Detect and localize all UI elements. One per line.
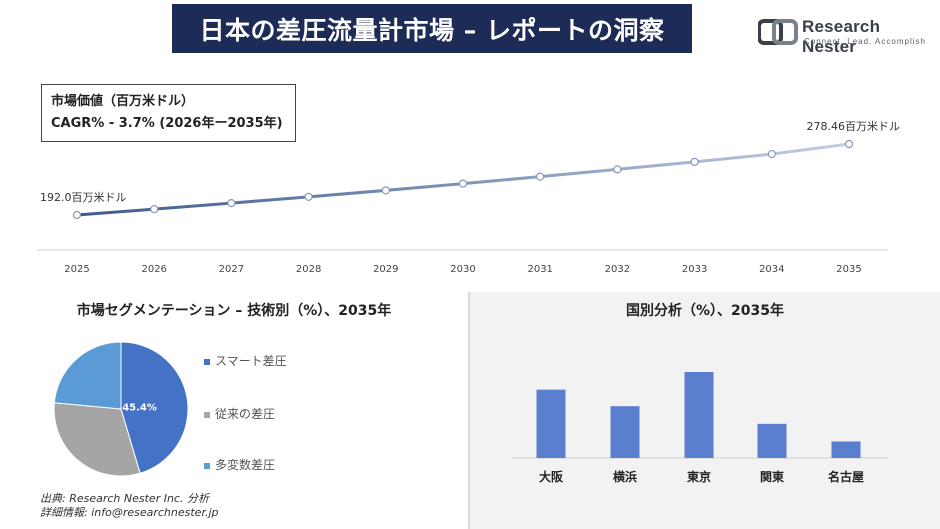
pie-slice-conventional xyxy=(53,402,141,477)
x-tick-2029: 2029 xyxy=(373,264,398,275)
bar-2 xyxy=(684,372,714,458)
bar-label-0: 大阪 xyxy=(539,469,564,484)
data-point-2035 xyxy=(844,139,854,149)
market-info-box: 市場価値（百万米ドル） CAGR% - 3.7% (2026年ー2035年) xyxy=(41,84,296,142)
legend-item-conventional: 従来の差圧 xyxy=(204,405,275,422)
bar-0 xyxy=(536,389,566,458)
x-tick-2034: 2034 xyxy=(759,264,784,275)
x-tick-2035: 2035 xyxy=(836,264,861,275)
panel-divider xyxy=(468,292,470,529)
data-point-2028 xyxy=(304,192,313,201)
market-value-series-line xyxy=(76,142,850,217)
x-tick-2030: 2030 xyxy=(450,264,475,275)
start-value-label: 192.0百万米ドル xyxy=(40,191,127,204)
bar-label-2: 東京 xyxy=(687,469,711,484)
source-line: 出典: Research Nester Inc. 分析 xyxy=(40,492,209,505)
legend-swatch-smart xyxy=(204,358,210,365)
bar-label-3: 関東 xyxy=(760,469,784,484)
legend-label-smart: スマート差圧 xyxy=(215,354,287,368)
legend-swatch-conventional xyxy=(204,411,210,418)
logo-name: Research Nester xyxy=(802,17,881,56)
data-point-2029 xyxy=(381,186,390,195)
source-note: 出典: Research Nester Inc. 分析 詳細情報: info@r… xyxy=(40,492,219,520)
research-nester-logo: Research Nester Connect. Lead. Accomplis… xyxy=(758,16,928,56)
logo-tagline: Connect. Lead. Accomplish xyxy=(804,37,926,46)
bar-label-1: 横浜 xyxy=(613,469,637,484)
segmentation-panel: 市場セグメンテーション – 技術別（%）、2035年 45.4% スマート差圧 … xyxy=(0,292,468,529)
pie-slice-multivariable xyxy=(53,341,122,410)
bar-label-4: 名古屋 xyxy=(828,469,864,484)
country-bar-chart: 大阪 横浜 東京 関東 名古屋 xyxy=(512,372,888,484)
cagr-label: CAGR% - 3.7% (2026年ー2035年) xyxy=(51,116,283,131)
end-value-label: 278.46百万米ドル xyxy=(807,120,901,133)
legend-label-multivariable: 多変数差圧 xyxy=(215,458,276,472)
x-tick-2025: 2025 xyxy=(64,264,89,275)
data-point-2031 xyxy=(536,172,545,181)
x-tick-2028: 2028 xyxy=(296,264,321,275)
x-tick-2026: 2026 xyxy=(141,264,166,275)
market-value-label: 市場価値（百万米ドル） xyxy=(51,94,195,109)
legend-item-multivariable: 多変数差圧 xyxy=(204,456,275,473)
report-title: 日本の差圧流量計市場 – レポートの洞察 xyxy=(172,4,692,53)
legend-swatch-multivariable xyxy=(204,462,210,469)
legend-label-conventional: 従来の差圧 xyxy=(215,407,276,421)
bar-4 xyxy=(831,441,861,458)
bar-3 xyxy=(757,423,787,458)
contact-line: 詳細情報: info@researchnester.jp xyxy=(40,506,219,519)
data-point-2033 xyxy=(690,157,699,166)
data-point-2025 xyxy=(72,210,82,220)
data-point-2027 xyxy=(227,198,236,208)
data-point-2034 xyxy=(767,149,776,159)
pie-slice-smart xyxy=(120,341,189,474)
data-point-2026 xyxy=(150,205,159,214)
x-tick-2033: 2033 xyxy=(682,264,707,275)
country-analysis-title: 国別分析（%）、2035年 xyxy=(626,303,784,319)
data-point-2030 xyxy=(458,179,468,188)
logo-icon xyxy=(758,19,798,45)
data-point-2032 xyxy=(613,165,622,174)
pie-label-smart: 45.4% xyxy=(122,402,157,413)
x-tick-2032: 2032 xyxy=(605,264,630,275)
x-tick-2027: 2027 xyxy=(219,264,244,275)
bar-1 xyxy=(610,406,640,458)
technology-pie-chart: 45.4% xyxy=(53,341,189,477)
market-value-line-chart: 2025 2026 2027 2028 2029 2030 2031 2032 2033 2034… xyxy=(37,120,901,275)
legend-item-smart: スマート差圧 xyxy=(204,352,287,369)
segmentation-title: 市場セグメンテーション – 技術別（%）、2035年 xyxy=(76,303,392,319)
x-tick-2031: 2031 xyxy=(527,264,552,275)
country-panel: 国別分析（%）、2035年 大阪 横浜 東京 関東 名古屋 xyxy=(470,292,940,529)
